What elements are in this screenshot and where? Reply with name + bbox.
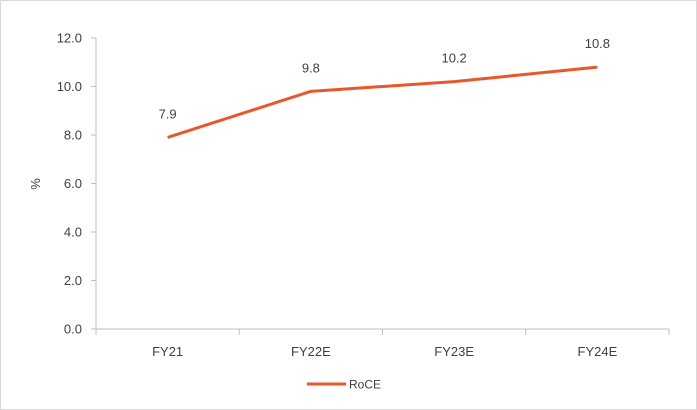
x-tick-label: FY23E [434,344,474,359]
data-label: 10.2 [441,51,466,66]
x-axis: FY21 FY22E FY23E FY24E [95,328,670,359]
x-tick-label: FY21 [152,344,183,359]
x-tick-label: FY22E [291,344,331,359]
series-roce [167,65,598,139]
data-labels: 7.9 9.8 10.2 10.8 [159,36,610,121]
legend: RoCE [307,378,381,392]
y-tick-label: 2.0 [64,273,82,288]
y-axis: 0.0 2.0 4.0 6.0 8.0 10.0 12.0 [57,31,97,337]
y-tick-label: 12.0 [57,31,82,46]
data-label: 7.9 [159,106,177,121]
y-tick-label: 6.0 [64,176,82,191]
data-label: 10.8 [585,36,610,51]
y-tick-label: 10.0 [57,79,82,94]
x-tick-label: FY24E [578,344,618,359]
y-axis-label: % [28,178,43,190]
data-label: 9.8 [302,60,320,75]
y-tick-label: 0.0 [64,322,82,337]
series-line-roce [167,65,598,139]
legend-label-roce: RoCE [349,378,381,392]
y-tick-label: 4.0 [64,225,82,240]
y-tick-label: 8.0 [64,128,82,143]
